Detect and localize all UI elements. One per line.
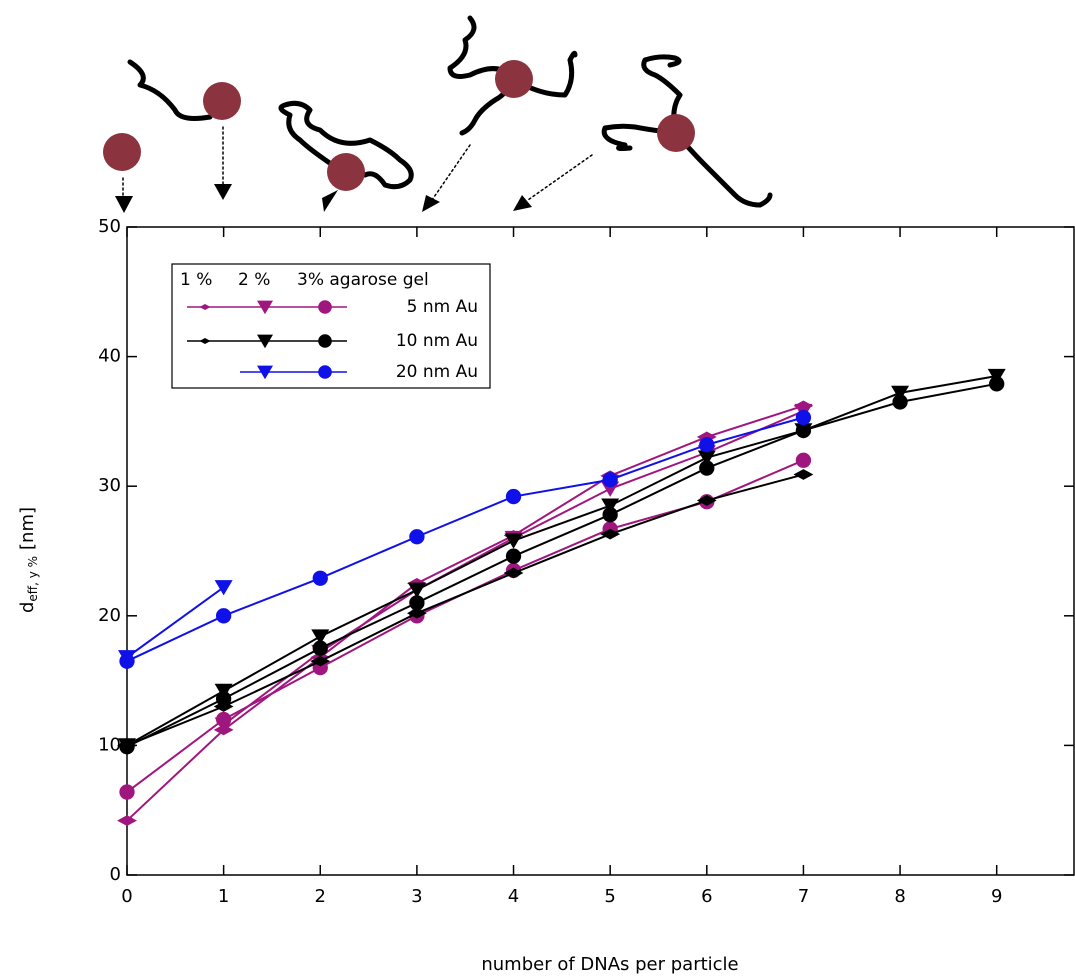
series-line [126,375,997,747]
triangle-marker [257,300,273,315]
circle-marker [215,691,232,707]
circle-marker [892,394,908,410]
legend: 1 % 2 % 3% agarose gel 5 nm Au 10 nm Au 20 nm… [171,263,491,389]
circle-marker [602,472,618,488]
circle-marker [505,488,522,505]
series-line [126,382,997,748]
arrow [527,154,593,201]
diamond-marker [793,469,814,480]
circle-marker [119,739,135,755]
circle-marker [989,376,1005,392]
series-line [126,473,804,747]
legend-label: 5 nm Au [407,297,478,317]
triangle-marker [601,498,620,514]
triangle-marker [257,334,273,349]
dna-strand [278,100,414,190]
triangle-marker [311,629,330,645]
circle-marker [602,507,618,523]
circle-marker [409,595,425,611]
circle-marker [312,570,328,586]
diamond-marker [503,567,524,579]
circle-marker [795,409,812,426]
arrowhead [214,184,232,200]
circle-marker [409,529,425,545]
y-axis-label: deff, y % [nm] [17,507,40,613]
y-label-main: d [17,602,38,613]
arrowhead [115,196,133,213]
triangle-marker [697,450,716,466]
arrowhead [322,190,338,212]
legend-header: 1 % [180,270,212,290]
y-tick-label: 20 [98,605,121,626]
legend-label: 10 nm Au [396,331,478,351]
legend-label: 20 nm Au [396,362,478,382]
triangle-marker [891,385,910,401]
triangle-marker [504,533,523,549]
dna-strand [127,59,213,121]
circle-marker [119,784,135,800]
legend-header: 3% agarose gel [297,270,429,290]
circle-marker [312,640,328,656]
circle-marker [795,422,812,439]
arrowhead [422,195,440,212]
circle-marker [795,452,812,468]
x-tick-label: 2 [315,886,326,907]
series-line [126,416,804,663]
y-tick-label: 0 [110,864,121,885]
diamond-marker [696,495,717,506]
arrow [431,144,471,201]
x-tick-label: 9 [991,886,1002,907]
y-label-unit: [nm] [17,507,38,550]
circle-marker [699,437,715,453]
diamond-marker [199,304,211,310]
diamond-marker [600,528,621,540]
dna-strand [601,54,773,208]
x-tick-label: 5 [604,886,615,907]
particle [203,82,241,120]
series-line [126,586,225,659]
diamond-marker [199,338,211,344]
x-tick-label: 1 [218,886,229,907]
y-tick-label: 10 [98,734,121,755]
x-tick-label: 3 [411,886,422,907]
circle-marker [318,365,332,379]
circle-marker [699,460,715,476]
particle [327,153,365,191]
circle-marker [215,608,232,624]
legend-box [171,263,491,389]
x-tick-label: 4 [508,886,519,907]
triangle-marker [407,582,426,598]
x-tick-label: 8 [894,886,905,907]
x-axis-label: number of DNAs per particle [481,954,738,975]
illustration [103,15,773,213]
circle-marker [505,548,522,564]
triangle-marker [214,580,233,596]
diamond-marker [310,655,331,667]
particle [103,133,141,171]
x-tick-label: 6 [701,886,712,907]
circle-marker [119,653,135,669]
particle [495,60,533,98]
x-tick-label: 0 [121,886,132,907]
series-line [126,404,804,822]
circle-marker [318,300,332,314]
circle-marker [318,334,332,348]
x-tick-label: 7 [798,886,809,907]
series-line [126,459,804,793]
plot-frame [126,226,1075,876]
y-label-sub: eff, y % [26,556,40,602]
diamond-marker [406,607,427,619]
legend-header: 2 % [238,270,270,290]
diamond-marker [117,815,137,826]
y-tick-label: 50 [98,216,121,237]
particle [657,114,695,152]
triangle-marker [257,365,273,380]
y-tick-label: 30 [98,475,121,496]
arrowhead [513,195,532,211]
circle-marker [215,711,232,728]
y-tick-label: 40 [98,346,121,367]
